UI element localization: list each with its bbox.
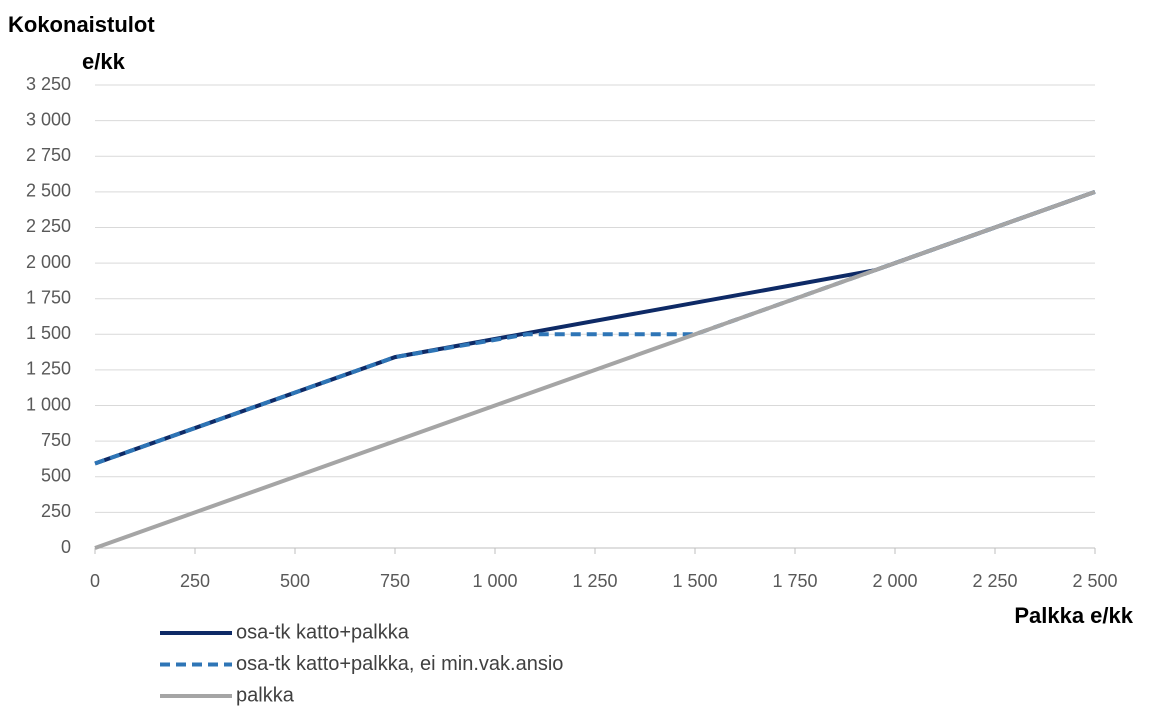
y-tick-label: 1 250	[26, 359, 71, 379]
x-tick-label: 2 250	[972, 571, 1017, 591]
line-series	[94, 189, 1096, 550]
y-tick-label: 1 000	[26, 394, 71, 414]
y-tick-label: 500	[41, 466, 71, 486]
x-tick-label: 2 000	[872, 571, 917, 591]
y-tick-label: 250	[41, 501, 71, 521]
x-tick-label: 250	[180, 571, 210, 591]
y-tick-label: 2 500	[26, 181, 71, 201]
x-tick-label: 0	[90, 571, 100, 591]
y-tick-label: 2 750	[26, 145, 71, 165]
line-series	[94, 189, 1096, 466]
x-tick-label: 1 250	[572, 571, 617, 591]
y-axis-title: e/kk	[82, 49, 126, 74]
y-axis-title: Kokonaistulot	[8, 12, 155, 37]
y-tick-label: 2 000	[26, 252, 71, 272]
line-series	[94, 189, 1096, 466]
x-tick-label: 1 750	[772, 571, 817, 591]
x-axis-title: Palkka e/kk	[1014, 603, 1133, 628]
y-tick-label: 0	[61, 537, 71, 557]
x-tick-label: 1 000	[472, 571, 517, 591]
y-tick-label: 1 750	[26, 287, 71, 307]
y-tick-label: 3 250	[26, 74, 71, 94]
y-tick-label: 2 250	[26, 216, 71, 236]
legend-label: palkka	[236, 684, 295, 706]
x-tick-label: 2 500	[1072, 571, 1117, 591]
y-tick-label: 3 000	[26, 109, 71, 129]
y-tick-label: 750	[41, 430, 71, 450]
legend-label: osa-tk katto+palkka	[236, 621, 410, 643]
x-tick-label: 1 500	[672, 571, 717, 591]
y-tick-label: 1 500	[26, 323, 71, 343]
legend-label: osa-tk katto+palkka, ei min.vak.ansio	[236, 653, 563, 675]
x-tick-label: 750	[380, 571, 410, 591]
x-tick-label: 500	[280, 571, 310, 591]
